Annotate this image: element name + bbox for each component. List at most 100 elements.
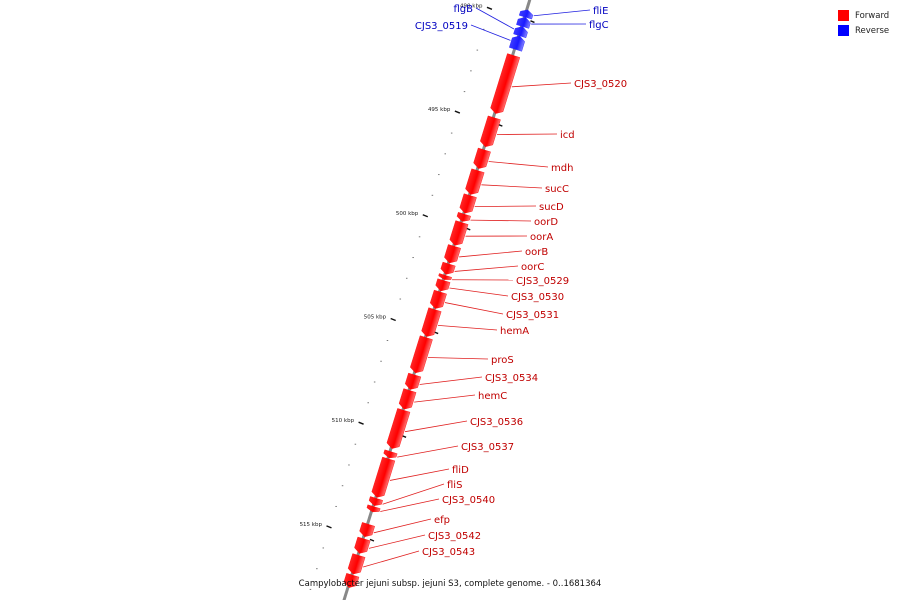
major-tick-mark	[486, 6, 493, 10]
legend-item-reverse: Reverse	[838, 23, 889, 38]
leader-line	[470, 219, 532, 222]
leader-line	[488, 161, 549, 168]
gene-label-cjs3_0537: CJS3_0537	[461, 442, 514, 453]
gene-feature-oorb	[444, 244, 461, 264]
leader-line	[449, 287, 509, 297]
tick-label: 515 kbp	[300, 522, 323, 528]
gene-label-cjs3_0540: CJS3_0540	[442, 495, 495, 506]
gene-feature-flgb	[513, 26, 528, 39]
gene-label-oorb: oorB	[525, 247, 548, 258]
genome-caption: Campylobacter jejuni subsp. jejuni S3, c…	[298, 579, 602, 589]
legend: Forward Reverse	[838, 8, 889, 38]
gene-feature-sucd	[459, 193, 477, 214]
gene-label-flis: fliS	[447, 480, 462, 491]
gene-feature-oorc	[440, 261, 456, 275]
gene-label-icd: icd	[560, 130, 575, 141]
legend-item-forward: Forward	[838, 8, 889, 23]
gene-feature-succ	[465, 168, 485, 195]
leader-line	[481, 184, 543, 189]
gene-feature-flgc	[516, 16, 531, 29]
major-tick-mark	[358, 421, 364, 425]
tick-label: 495 kbp	[428, 107, 451, 113]
gene-label-cjs3_0529: CJS3_0529	[516, 276, 569, 287]
leader-line	[404, 420, 468, 433]
gene-label-hema: hemA	[500, 326, 529, 337]
gene-feature-icd	[480, 115, 501, 148]
gene-label-flid: fliD	[452, 465, 469, 476]
gene-label-hemc: hemC	[478, 391, 507, 402]
gene-label-cjs3_0543: CJS3_0543	[422, 547, 475, 558]
gene-feature-hemc	[398, 388, 417, 410]
tick-label: 510 kbp	[332, 418, 355, 424]
leader-line	[382, 483, 445, 505]
tick-label: 500 kbp	[396, 211, 419, 217]
label-leader-lines	[363, 7, 591, 568]
gene-feature-cjs3_0534	[404, 372, 422, 390]
gene-label-succ: sucC	[545, 184, 569, 195]
gene-label-cjs3_0542: CJS3_0542	[428, 531, 481, 542]
legend-label-forward: Forward	[855, 10, 890, 21]
gene-feature-mdh	[473, 147, 491, 169]
leader-line	[373, 518, 432, 534]
gene-feature-hema	[421, 307, 442, 337]
gene-feature-cjs3_0540	[366, 504, 381, 513]
gene-feature-efp	[359, 522, 375, 538]
leader-line	[414, 394, 476, 403]
gene-label-cjs3_0534: CJS3_0534	[485, 373, 538, 384]
gene-label-cjs3_0520: CJS3_0520	[574, 79, 627, 90]
gene-label-cjs3_0530: CJS3_0530	[511, 292, 564, 303]
gene-feature-cjs3_0536	[386, 408, 411, 449]
gene-features	[343, 9, 534, 588]
gene-feature-cjs3_0537	[383, 449, 398, 459]
gene-feature-flis	[368, 496, 383, 506]
leader-line	[533, 9, 591, 17]
gene-label-cjs3_0531: CJS3_0531	[506, 310, 559, 321]
gene-feature-cjs3_0530	[435, 278, 451, 292]
tick-label: 505 kbp	[364, 314, 387, 320]
gene-feature-cjs3_0529	[438, 273, 452, 280]
tick-label: 490 kbp	[460, 3, 483, 9]
reverse-swatch	[838, 25, 849, 36]
leader-line	[427, 357, 489, 360]
gene-label-sucd: sucD	[539, 202, 564, 213]
gene-label-oord: oorD	[534, 217, 558, 228]
gene-label-flie: fliE	[593, 6, 608, 17]
gene-label-cjs3_0519: CJS3_0519	[415, 21, 468, 32]
leader-line	[419, 376, 483, 385]
leader-line	[389, 468, 450, 481]
gene-feature-oord	[456, 212, 471, 222]
major-tick-mark	[454, 110, 461, 114]
gene-label-flgc: flgC	[589, 20, 609, 31]
leader-line	[380, 498, 440, 512]
gene-feature-cjs3_0543	[347, 553, 366, 575]
leader-line	[368, 534, 426, 549]
gene-feature-flid	[371, 456, 396, 498]
gene-label-oora: oorA	[530, 232, 553, 243]
gene-label-pros: proS	[491, 355, 514, 366]
leader-line	[397, 445, 459, 458]
gene-label-cjs3_0536: CJS3_0536	[470, 417, 523, 428]
major-tick-mark	[390, 317, 396, 322]
major-tick-mark	[326, 525, 332, 529]
forward-swatch	[838, 10, 849, 21]
gene-feature-cjs3_0542	[354, 536, 371, 554]
major-tick-mark-right	[369, 538, 375, 542]
gene-feature-pros	[410, 335, 433, 374]
leader-line	[459, 250, 523, 258]
leader-line	[363, 550, 420, 568]
major-tick-mark	[422, 214, 429, 218]
gene-label-flgb: flgB	[453, 4, 473, 15]
minor-ticks	[309, 28, 485, 590]
leader-line	[437, 324, 498, 331]
gene-feature-oora	[449, 220, 469, 246]
gene-feature-cjs3_0531	[429, 289, 447, 309]
leader-line	[474, 205, 537, 208]
major-tick-mark-right	[530, 20, 535, 24]
leader-line	[511, 82, 572, 88]
gene-label-efp: efp	[434, 515, 450, 526]
leader-line	[444, 302, 504, 315]
leader-line	[475, 7, 515, 30]
gene-feature-cjs3_0520	[490, 53, 521, 114]
